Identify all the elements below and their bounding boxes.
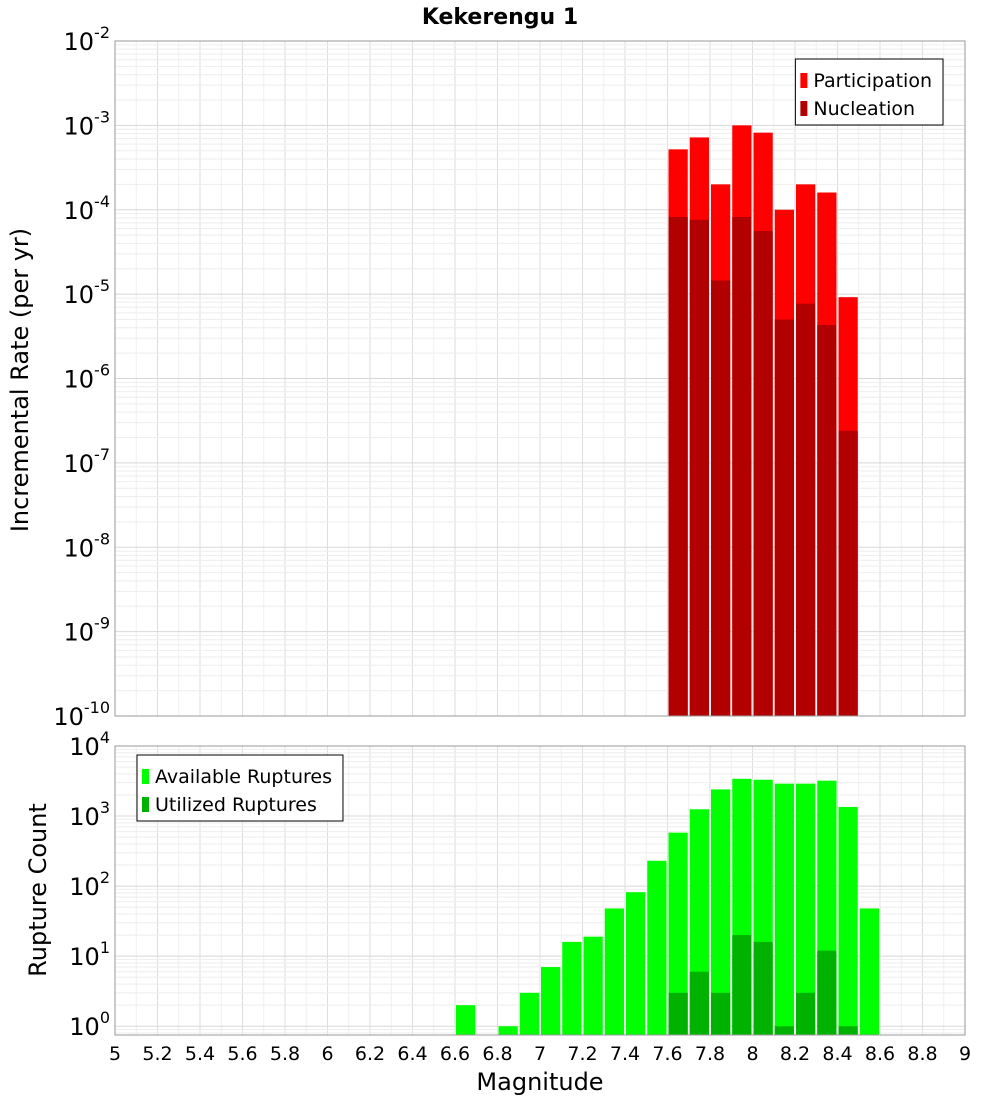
x-tick-label: 6.8	[482, 1043, 512, 1065]
x-tick-label: 6.6	[440, 1043, 470, 1065]
bar-available-ruptures	[774, 783, 794, 1035]
plot-border	[114, 40, 966, 717]
bar-utilized-ruptures	[774, 1026, 794, 1035]
bar-available-ruptures	[838, 806, 858, 1035]
bar-nucleation	[753, 230, 773, 716]
x-tick-label: 6.4	[397, 1043, 427, 1065]
x-tick-label: 7.8	[695, 1043, 725, 1065]
x-axis-label: Magnitude	[476, 1068, 603, 1096]
bar-available-ruptures	[541, 967, 561, 1035]
y-tick-label: 104	[69, 728, 110, 761]
x-tick-label: 8.4	[822, 1043, 852, 1065]
plot-border	[114, 745, 966, 1036]
legend-label: Available Ruptures	[155, 766, 332, 788]
bar-available-ruptures	[519, 992, 539, 1035]
legend-label: Nucleation	[813, 98, 915, 120]
bar-nucleation	[796, 303, 816, 716]
bar-nucleation	[732, 217, 752, 716]
y-tick-label: 10-3	[64, 107, 111, 140]
x-tick-label: 8.6	[865, 1043, 895, 1065]
y-tick-label: 10-6	[64, 361, 111, 394]
bar-available-ruptures	[647, 860, 667, 1035]
y-tick-label: 102	[69, 868, 110, 901]
x-tick-label: 9	[959, 1043, 971, 1065]
y-tick-label: 103	[69, 798, 110, 831]
bar-available-ruptures	[456, 1005, 476, 1035]
rupture-count-plot: 100 101 102 103 104 5 5.2 5.4 5.6 5.8 6 6.2 6.4 6.6 6.…	[69, 728, 971, 1065]
x-tick-label: 5.8	[270, 1043, 300, 1065]
legend-swatch	[800, 101, 808, 116]
y-tick-label: 101	[69, 938, 110, 971]
x-tick-label: 7.4	[610, 1043, 640, 1065]
legend: Available Ruptures Utilized Ruptures	[136, 754, 344, 822]
y-tick-label: 10-10	[53, 698, 110, 731]
bar-utilized-ruptures	[689, 971, 709, 1035]
bar-available-ruptures	[668, 832, 688, 1035]
bar-utilized-ruptures	[711, 992, 731, 1035]
x-tick-label: 5.2	[142, 1043, 172, 1065]
y-tick-label: 10-4	[64, 192, 111, 225]
rate-y-axis-label: Incremental Rate (per yr)	[6, 228, 34, 532]
legend-swatch	[142, 769, 149, 784]
x-tick-label: 6.2	[355, 1043, 385, 1065]
x-tick-label: 5	[109, 1043, 121, 1065]
legend-label: Utilized Ruptures	[155, 794, 317, 816]
bar-utilized-ruptures	[796, 992, 816, 1035]
x-tick-label: 7.6	[652, 1043, 682, 1065]
count-y-axis-label: Rupture Count	[24, 803, 52, 977]
legend-label: Participation	[813, 70, 932, 92]
bar-available-ruptures	[583, 936, 603, 1035]
y-tick-label: 10-5	[64, 276, 111, 309]
bar-available-ruptures	[711, 789, 731, 1035]
bar-nucleation	[838, 430, 858, 716]
bar-nucleation	[711, 280, 731, 716]
bar-utilized-ruptures	[732, 935, 752, 1035]
bar-nucleation	[774, 319, 794, 716]
bar-available-ruptures	[604, 908, 624, 1035]
bar-nucleation	[668, 217, 688, 716]
x-tick-label: 5.6	[227, 1043, 257, 1065]
y-tick-label: 10-8	[64, 529, 111, 562]
x-tick-label: 8.2	[780, 1043, 810, 1065]
bar-available-ruptures	[796, 783, 816, 1035]
x-tick-label: 7.2	[567, 1043, 597, 1065]
y-tick-label: 10-7	[64, 445, 111, 478]
bar-available-ruptures	[562, 941, 582, 1035]
x-tick-label: 6	[321, 1043, 333, 1065]
y-tick-label: 100	[69, 1008, 110, 1041]
x-tick-label: 8.8	[907, 1043, 937, 1065]
legend-swatch	[142, 797, 149, 812]
bar-utilized-ruptures	[817, 950, 837, 1035]
bar-available-ruptures	[498, 1026, 518, 1035]
legend: Participation Nucleation	[794, 58, 944, 126]
x-tick-label: 7	[534, 1043, 546, 1065]
chart-title: Kekerengu 1	[422, 5, 578, 30]
x-tick-label: 8	[746, 1043, 758, 1065]
bar-available-ruptures	[859, 908, 879, 1035]
bar-nucleation	[689, 219, 709, 717]
legend-swatch	[800, 73, 808, 88]
bar-utilized-ruptures	[838, 1026, 858, 1035]
bar-available-ruptures	[626, 892, 646, 1035]
bar-utilized-ruptures	[753, 941, 773, 1035]
y-tick-label: 10-9	[64, 614, 111, 647]
bar-utilized-ruptures	[668, 992, 688, 1035]
x-tick-label: 5.4	[185, 1043, 215, 1065]
bar-nucleation	[817, 325, 837, 716]
rate-plot: 10-10 10-9 10-8 10-7 10-6 10-5 10-4 10-3 10-2 Par…	[53, 23, 966, 731]
y-tick-label: 10-2	[64, 23, 111, 56]
